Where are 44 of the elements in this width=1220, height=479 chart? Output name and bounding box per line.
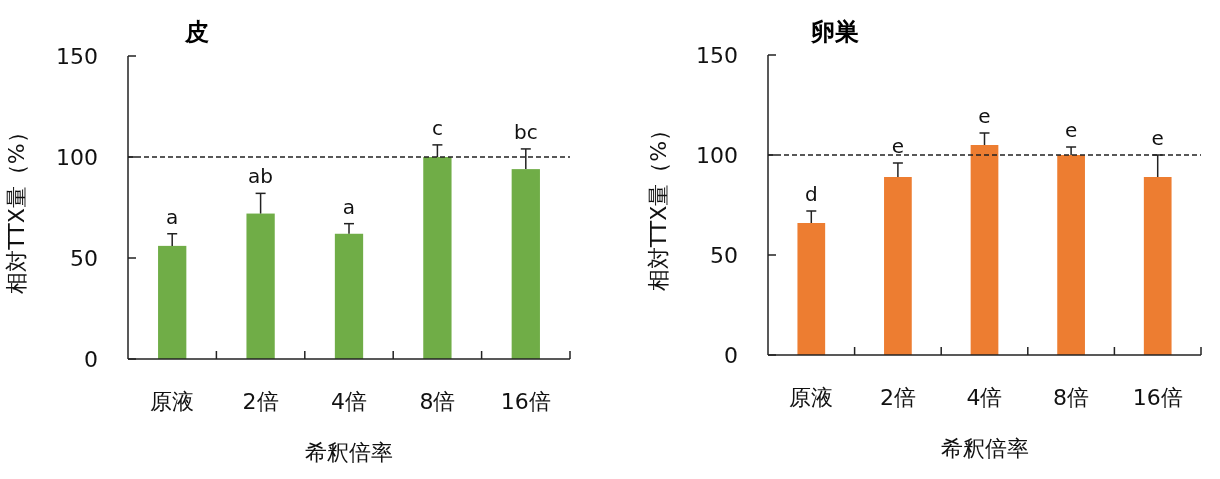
x-tick-label: 16倍: [500, 388, 551, 414]
x-tick-label: 原液: [150, 388, 195, 414]
x-tick-label: 16倍: [1132, 384, 1183, 410]
x-tick-label: 2倍: [242, 388, 279, 414]
x-tick-label: 4倍: [966, 384, 1003, 410]
bar: [511, 169, 540, 359]
x-tick-label: 2倍: [879, 384, 916, 410]
annotation: c: [431, 115, 443, 140]
annotation: a: [342, 194, 356, 219]
bar: [246, 213, 275, 359]
y-tick-label: 100: [696, 142, 738, 168]
y-tick-label: 50: [710, 242, 738, 268]
y-axis-title: 相対TTX量（%）: [645, 118, 671, 292]
x-tick-label: 4倍: [331, 388, 367, 414]
x-axis-title: 希釈倍率: [305, 439, 393, 465]
bar: [970, 145, 999, 355]
bar: [334, 233, 364, 359]
bar: [797, 223, 826, 355]
annotation: bc: [513, 119, 538, 144]
annotation: e: [1151, 126, 1164, 150]
y-tick-label: 0: [84, 346, 98, 372]
bar: [158, 245, 187, 359]
chart-title: 皮: [184, 18, 209, 46]
chart-title: 卵巣: [810, 18, 859, 46]
bar: [1057, 155, 1085, 355]
annotation: e: [891, 134, 905, 158]
bar: [423, 157, 452, 359]
annotation: e: [1064, 118, 1078, 142]
y-tick-label: 50: [70, 245, 98, 271]
y-tick-label: 150: [56, 43, 98, 69]
annotation: a: [166, 204, 179, 229]
annotation: e: [978, 104, 991, 128]
x-tick-label: 原液: [789, 384, 834, 410]
bar: [1143, 177, 1172, 355]
y-tick-label: 0: [724, 342, 738, 368]
bar: [884, 177, 912, 355]
annotation: d: [804, 182, 818, 206]
annotation: ab: [248, 164, 274, 189]
x-axis-title: 希釈倍率: [940, 435, 1029, 461]
y-axis-title: 相対TTX量（%）: [3, 121, 29, 294]
y-tick-label: 100: [56, 144, 98, 170]
x-tick-label: 8倍: [1053, 384, 1090, 410]
y-tick-label: 150: [696, 42, 738, 68]
x-tick-label: 8倍: [419, 388, 456, 414]
